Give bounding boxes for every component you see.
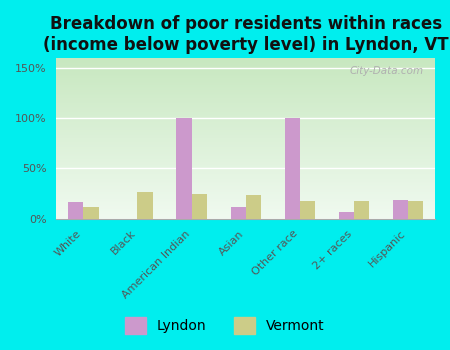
Legend: Lyndon, Vermont: Lyndon, Vermont [120, 312, 330, 340]
Bar [230, 206, 246, 219]
Bar [339, 211, 354, 219]
Bar [68, 202, 83, 219]
Bar [408, 201, 423, 219]
Bar [176, 118, 192, 219]
Bar [246, 195, 261, 219]
Bar [83, 206, 99, 219]
Bar [192, 194, 207, 219]
Title: Breakdown of poor residents within races
(income below poverty level) in Lyndon,: Breakdown of poor residents within races… [43, 15, 449, 54]
Text: City-Data.com: City-Data.com [350, 66, 423, 76]
Bar [393, 199, 408, 219]
Bar [284, 118, 300, 219]
Bar [138, 191, 153, 219]
Bar [300, 201, 315, 219]
Bar [354, 201, 369, 219]
